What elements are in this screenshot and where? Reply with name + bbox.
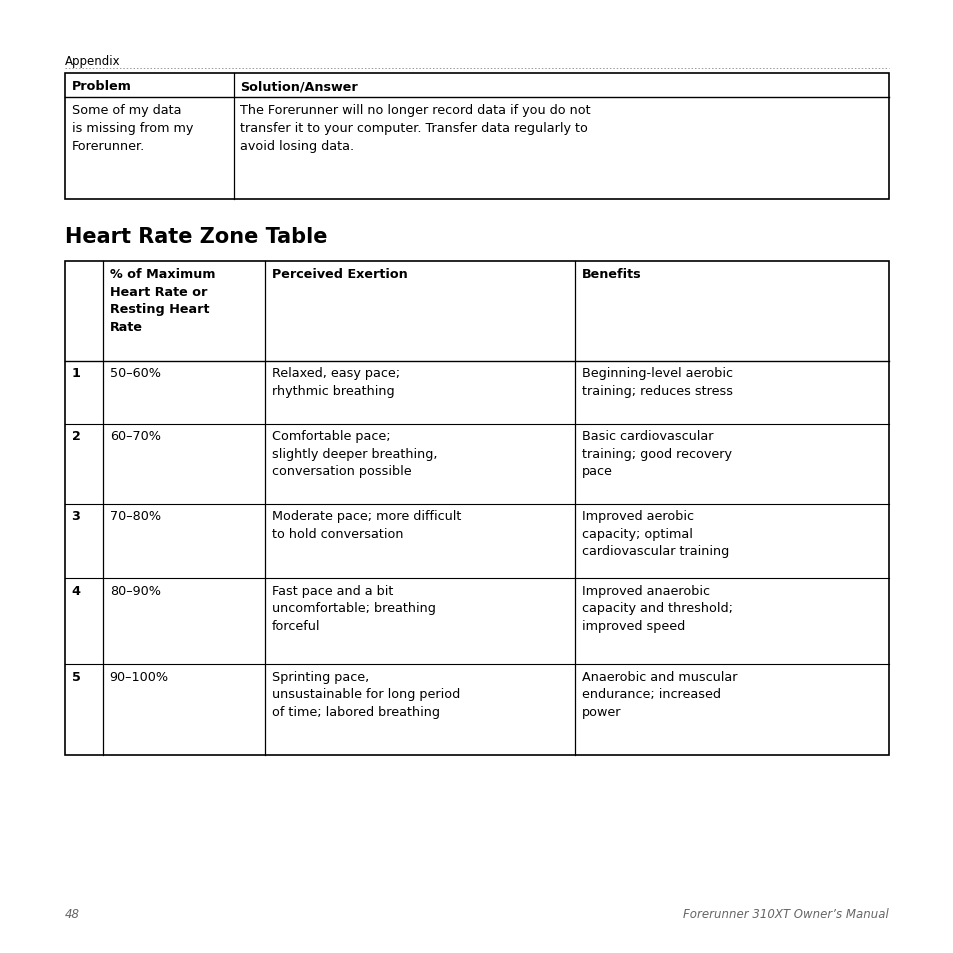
Text: Solution/Answer: Solution/Answer: [240, 80, 357, 93]
Bar: [65, 74, 888, 200]
Text: Problem: Problem: [71, 80, 132, 93]
Text: 80–90%: 80–90%: [110, 584, 160, 598]
Text: Moderate pace; more difficult
to hold conversation: Moderate pace; more difficult to hold co…: [272, 510, 461, 540]
Text: Relaxed, easy pace;
rhythmic breathing: Relaxed, easy pace; rhythmic breathing: [272, 367, 399, 397]
Text: Forerunner 310XT Owner’s Manual: Forerunner 310XT Owner’s Manual: [682, 907, 888, 921]
Text: The Forerunner will no longer record data if you do not
transfer it to your comp: The Forerunner will no longer record dat…: [240, 104, 591, 152]
Text: Improved anaerobic
capacity and threshold;
improved speed: Improved anaerobic capacity and threshol…: [581, 584, 732, 632]
Text: 3: 3: [71, 510, 80, 523]
Text: 1: 1: [71, 367, 80, 380]
Text: 50–60%: 50–60%: [110, 367, 160, 380]
Text: Beginning-level aerobic
training; reduces stress: Beginning-level aerobic training; reduce…: [581, 367, 732, 397]
Text: 70–80%: 70–80%: [110, 510, 161, 523]
Text: 5: 5: [71, 670, 80, 683]
Text: Basic cardiovascular
training; good recovery
pace: Basic cardiovascular training; good reco…: [581, 430, 731, 477]
Text: 4: 4: [71, 584, 80, 598]
Text: 48: 48: [65, 907, 80, 921]
Text: 60–70%: 60–70%: [110, 430, 160, 443]
Text: 2: 2: [71, 430, 80, 443]
Text: Anaerobic and muscular
endurance; increased
power: Anaerobic and muscular endurance; increa…: [581, 670, 737, 718]
Text: Some of my data
is missing from my
Forerunner.: Some of my data is missing from my Forer…: [71, 104, 193, 152]
Text: Comfortable pace;
slightly deeper breathing,
conversation possible: Comfortable pace; slightly deeper breath…: [272, 430, 436, 477]
Text: % of Maximum
Heart Rate or
Resting Heart
Rate: % of Maximum Heart Rate or Resting Heart…: [110, 268, 215, 334]
Text: Improved aerobic
capacity; optimal
cardiovascular training: Improved aerobic capacity; optimal cardi…: [581, 510, 728, 558]
Text: Fast pace and a bit
uncomfortable; breathing
forceful: Fast pace and a bit uncomfortable; breat…: [272, 584, 436, 632]
Text: Perceived Exertion: Perceived Exertion: [272, 268, 407, 281]
Bar: [65, 262, 888, 755]
Text: 90–100%: 90–100%: [110, 670, 169, 683]
Text: Sprinting pace,
unsustainable for long period
of time; labored breathing: Sprinting pace, unsustainable for long p…: [272, 670, 459, 718]
Text: Appendix: Appendix: [65, 55, 120, 69]
Text: Heart Rate Zone Table: Heart Rate Zone Table: [65, 227, 327, 247]
Text: Benefits: Benefits: [581, 268, 640, 281]
